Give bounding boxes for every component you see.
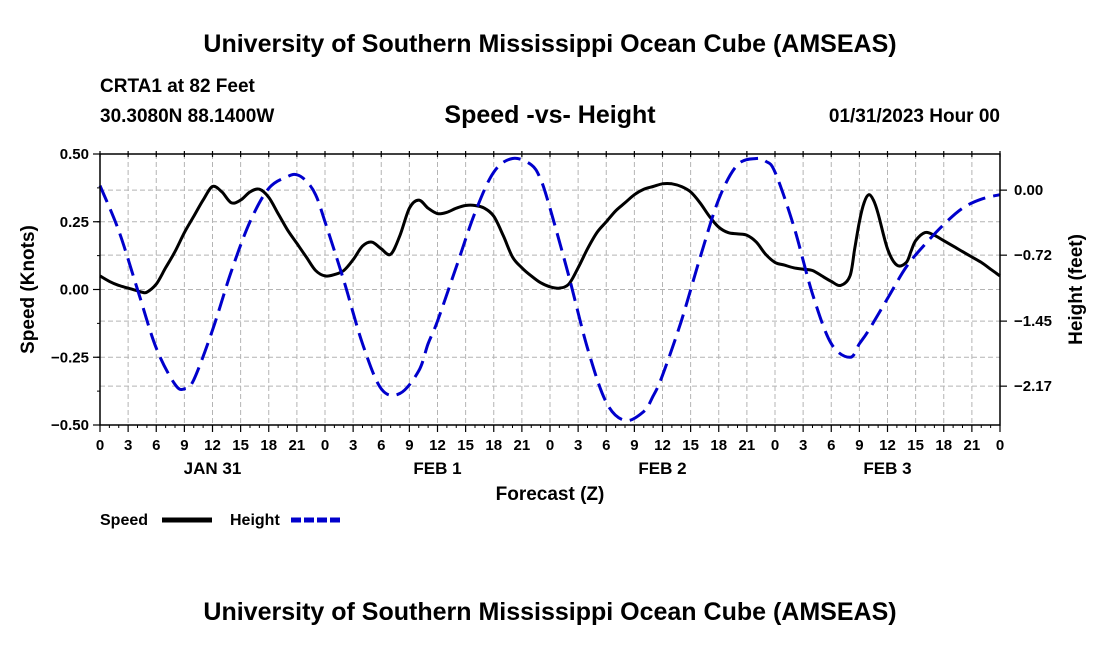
x-tick-label: 9 [180, 437, 188, 454]
x-tick-label: 6 [377, 437, 385, 454]
x-tick-label: 12 [429, 437, 446, 454]
x-tick-label: 3 [124, 437, 132, 454]
day-label: FEB 1 [413, 459, 461, 478]
main-title: University of Southern Mississippi Ocean… [203, 30, 897, 58]
x-tick-label: 12 [204, 437, 221, 454]
y-right-tick-label: −0.72 [1014, 247, 1052, 264]
x-tick-label: 21 [514, 437, 531, 454]
day-label: FEB 3 [863, 459, 911, 478]
x-tick-label: 18 [710, 437, 727, 454]
x-tick-label: 18 [935, 437, 952, 454]
x-tick-label: 15 [907, 437, 924, 454]
x-tick-label: 0 [96, 437, 104, 454]
ticks-layer [93, 151, 1007, 432]
x-tick-label: 15 [682, 437, 699, 454]
x-tick-label: 21 [739, 437, 756, 454]
x-tick-label: 6 [152, 437, 160, 454]
x-tick-label: 0 [546, 437, 554, 454]
x-tick-label: 3 [799, 437, 807, 454]
y-axis-label-right: Height (feet) [1066, 234, 1087, 345]
x-axis-label: Forecast (Z) [496, 484, 605, 505]
legend-speed-label: Speed [100, 512, 148, 529]
x-tick-label: 12 [654, 437, 671, 454]
x-tick-label: 6 [827, 437, 835, 454]
footer-title: University of Southern Mississippi Ocean… [203, 598, 897, 626]
x-tick-label: 21 [289, 437, 306, 454]
y-left-tick-label: 0.00 [60, 282, 89, 299]
y-left-tick-label: 0.25 [60, 214, 89, 231]
chart-subtitle: Speed -vs- Height [444, 101, 656, 129]
x-tick-label: 15 [457, 437, 474, 454]
x-tick-label: 3 [574, 437, 582, 454]
x-tick-label: 15 [232, 437, 249, 454]
y-right-tick-label: −1.45 [1014, 313, 1052, 330]
x-tick-label: 0 [996, 437, 1004, 454]
labels-layer: 0 3 6 9 12 15 18 21 0 3 6 9 12 15 18 21 0 3 6 9 12 15 18 21 0 3 6 9… [51, 146, 1052, 478]
x-tick-label: 18 [260, 437, 277, 454]
x-tick-label: 21 [964, 437, 981, 454]
y-right-tick-label: 0.00 [1014, 182, 1043, 199]
coordinates-label: 30.3080N 88.1400W [100, 106, 275, 127]
y-axis-label-left: Speed (Knots) [18, 225, 39, 354]
y-left-tick-label: −0.25 [51, 349, 89, 366]
series-layer [98, 156, 1001, 423]
x-tick-label: 0 [321, 437, 329, 454]
x-tick-label: 3 [349, 437, 357, 454]
station-label: CRTA1 at 82 Feet [100, 76, 255, 97]
series-line-speed [99, 182, 1001, 295]
grid-layer [100, 154, 1000, 425]
day-label: FEB 2 [638, 459, 686, 478]
day-label: JAN 31 [184, 459, 242, 478]
legend-height-label: Height [230, 512, 280, 529]
x-tick-label: 9 [630, 437, 638, 454]
y-right-tick-label: −2.17 [1014, 378, 1052, 395]
x-tick-label: 0 [771, 437, 779, 454]
series-line-height [98, 156, 1001, 423]
x-tick-label: 12 [879, 437, 896, 454]
x-tick-label: 6 [602, 437, 610, 454]
y-left-tick-label: 0.50 [60, 146, 89, 163]
y-left-tick-label: −0.50 [51, 417, 89, 434]
timestamp-label: 01/31/2023 Hour 00 [828, 106, 1000, 127]
x-tick-label: 9 [405, 437, 413, 454]
x-tick-label: 9 [855, 437, 863, 454]
legend: Speed Height [100, 512, 342, 529]
x-tick-label: 18 [485, 437, 502, 454]
